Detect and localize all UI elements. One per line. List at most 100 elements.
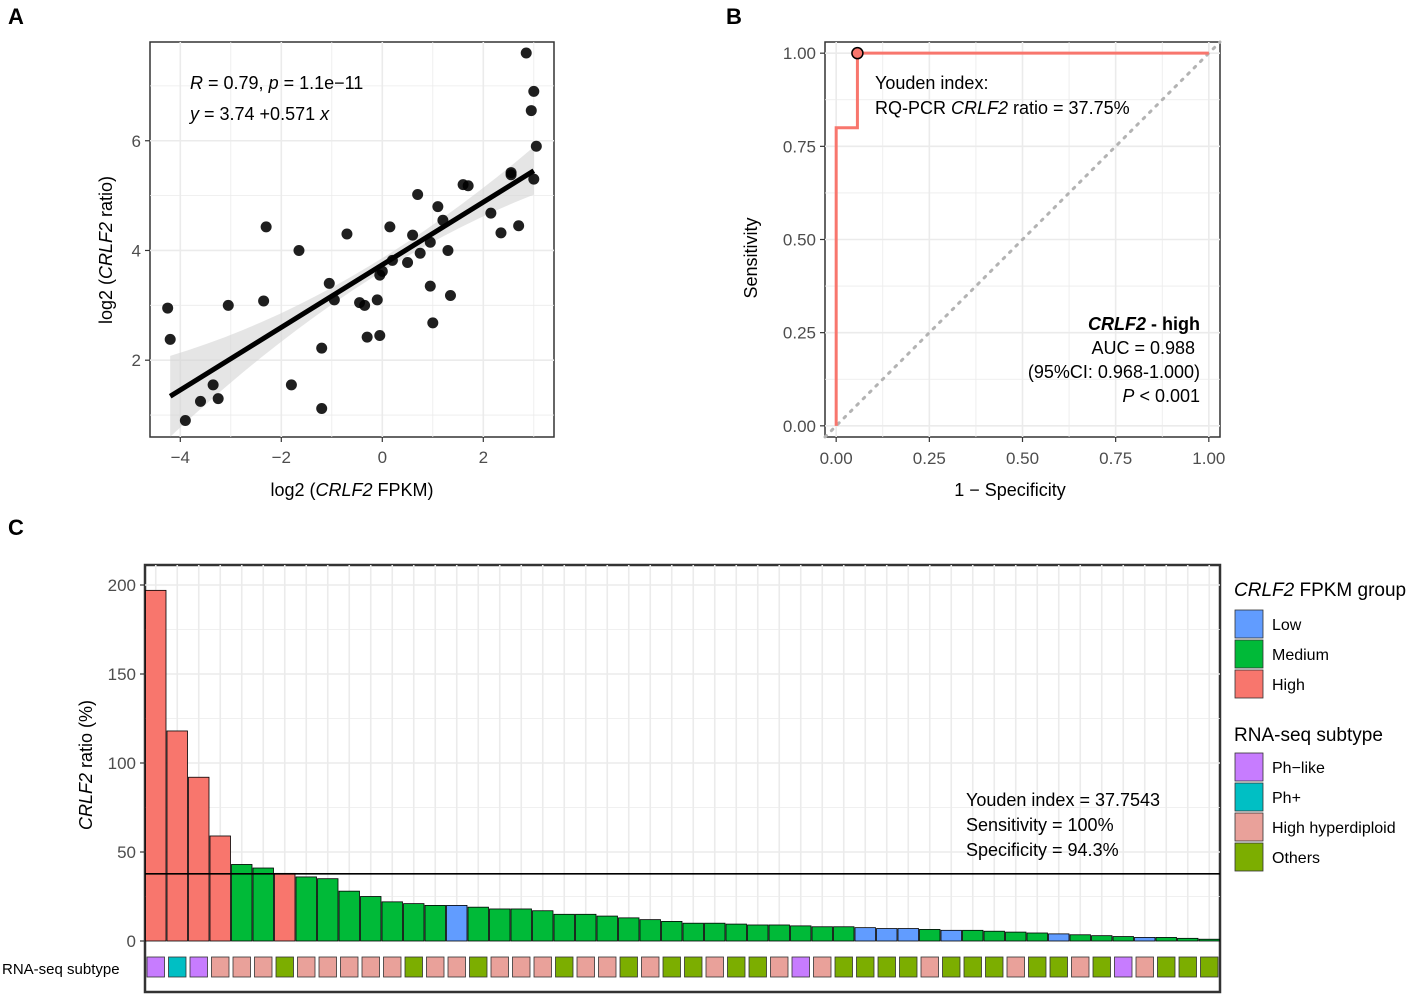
youden-point — [851, 46, 864, 60]
bar-y-title-suffix: ratio (%) — [76, 700, 96, 773]
subtype-cell — [254, 956, 273, 978]
scatter-panel: −4 −2 0 2 2 4 6 R = 0.79, p = 1.1e−11 y = 3.74… — [96, 41, 555, 500]
y-title-prefix: log2 ( — [96, 279, 116, 324]
subtype-cell — [1178, 956, 1197, 978]
bar — [188, 776, 210, 942]
subtype-cell — [920, 956, 939, 978]
eq-mid: = 3.74 +0.571 — [199, 104, 320, 124]
scatter-point — [222, 299, 234, 311]
bar-y-title-italic: CRLF2 — [76, 773, 96, 830]
bar — [919, 929, 941, 942]
bar — [897, 928, 919, 942]
legend-fpkm-title: CRLF2 FPKM group — [1234, 580, 1406, 601]
y-tick-label: 2 — [132, 351, 141, 370]
scatter-point — [505, 167, 517, 179]
roc-panel: 0.000.00 0.25 0.25 0.50 0.50 0.75 0.75 1.00 1.00… — [741, 40, 1225, 500]
scatter-point — [316, 402, 328, 414]
roc-diagonal — [823, 40, 1222, 439]
scatter-point — [528, 173, 540, 185]
subtype-cell — [705, 956, 724, 978]
scatter-point — [316, 342, 328, 354]
bar — [1198, 938, 1220, 942]
x-tick-label: −4 — [171, 448, 190, 467]
bar — [231, 864, 253, 942]
roc-y-tick-label: 0.25 — [783, 324, 816, 343]
legend-fpkm-swatch — [1234, 669, 1264, 699]
legend-fpkm-title-italic: CRLF2 — [1234, 580, 1295, 601]
legend-subtype-label: Others — [1272, 850, 1320, 867]
legend-subtype-label: Ph+ — [1272, 790, 1301, 807]
scatter-point — [162, 302, 174, 314]
subtype-cell — [856, 956, 875, 978]
legend-subtype-label: High hyperdiploid — [1272, 820, 1396, 837]
subtype-cell — [146, 956, 165, 978]
r-label: R — [190, 73, 203, 93]
legend-fpkm-label: High — [1272, 677, 1305, 694]
roc-curve — [834, 51, 1209, 426]
bar — [983, 930, 1005, 942]
subtype-cell — [361, 956, 380, 978]
bar — [596, 915, 618, 942]
subtype-cell — [1028, 956, 1047, 978]
y-tick-label: 6 — [132, 132, 141, 151]
subtype-cell — [512, 956, 531, 978]
bar — [1048, 933, 1070, 942]
scatter-point — [495, 227, 507, 239]
roc-diagonal-group — [823, 40, 1222, 439]
scatter-point — [258, 295, 270, 307]
scatter-point — [530, 140, 542, 152]
subtype-cell — [791, 956, 810, 978]
bar — [747, 924, 769, 942]
scatter-point — [359, 299, 371, 311]
auc-text: AUC = 0.988 — [1091, 338, 1195, 358]
bar — [532, 910, 554, 942]
roc-p-value: < 0.001 — [1134, 386, 1200, 406]
bar — [1134, 937, 1156, 942]
legend-subtype-swatch — [1234, 752, 1264, 782]
bar — [381, 901, 403, 942]
subtype-cell — [1049, 956, 1068, 978]
scatter-point — [444, 289, 456, 301]
scatter-y-axis-title: log2 (CRLF2 ratio) — [96, 176, 116, 324]
bar — [1112, 936, 1134, 942]
legend-subtype-swatch — [1234, 812, 1264, 842]
bar — [682, 922, 704, 942]
subtype-cell — [340, 956, 359, 978]
legend-fpkm-swatch — [1234, 609, 1264, 639]
bar — [1155, 937, 1177, 942]
x-title-prefix: log2 ( — [270, 480, 315, 500]
bar — [1005, 931, 1027, 942]
bar — [510, 908, 532, 942]
bar-panel: 0 50 100 150 200 Youden index = 37.7543 Sens… — [2, 563, 1406, 994]
scatter-point — [432, 201, 444, 213]
scatter-point — [513, 220, 525, 232]
youden-line-2-prefix: RQ-PCR — [875, 98, 951, 118]
roc-x-tick-label: 0.75 — [1099, 449, 1132, 468]
bar — [446, 905, 468, 942]
bar — [940, 929, 962, 942]
roc-y-tick-label: 0.00 — [783, 417, 816, 436]
bar — [145, 589, 167, 942]
scatter-point — [323, 277, 335, 289]
panel-label-c: C — [8, 515, 24, 540]
legend-fpkm-label: Low — [1272, 617, 1302, 634]
subtype-cell — [598, 956, 617, 978]
scatter-point — [384, 221, 396, 233]
youden-line-2-italic: CRLF2 — [951, 98, 1008, 118]
roc-p-text: P < 0.001 — [1122, 386, 1200, 406]
bar-y-tick-label: 50 — [117, 843, 136, 862]
scatter-correlation-annotation: R = 0.79, p = 1.1e−11 — [190, 73, 363, 93]
subtype-cell — [555, 956, 574, 978]
bar-y-tick-label: 100 — [108, 754, 136, 773]
subtype-cell — [985, 956, 1004, 978]
y-tick-label: 4 — [132, 241, 141, 260]
subtype-cell — [232, 956, 251, 978]
legend-subtype: Ph−like Ph+ High hyperdiploid Others — [1234, 752, 1396, 872]
roc-y-tick-label: 1.00 — [783, 44, 816, 63]
x-tick-label: 2 — [479, 448, 488, 467]
subtype-cell — [1114, 956, 1133, 978]
panel-label-a: A — [8, 4, 24, 29]
roc-x-tick-label: 0.50 — [1006, 449, 1039, 468]
youden-line-2: RQ-PCR CRLF2 ratio = 37.75% — [875, 98, 1130, 118]
